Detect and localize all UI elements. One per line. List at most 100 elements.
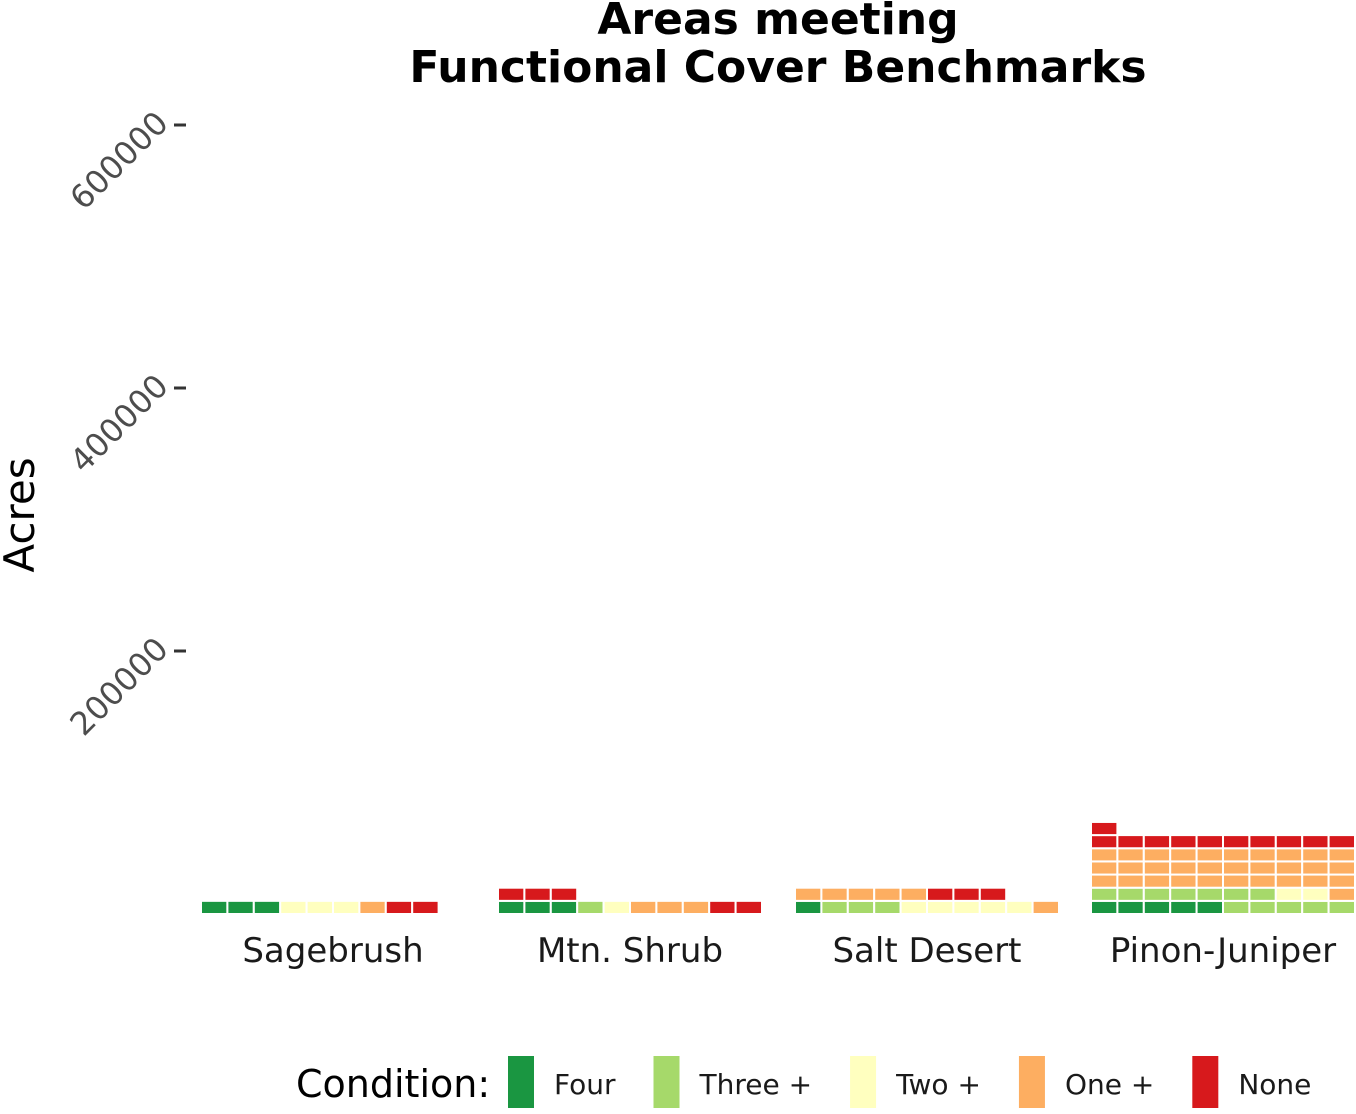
- y-tick-label: 200000: [62, 630, 175, 743]
- waffle-cell-two: [602, 899, 631, 915]
- waffle-cell-one: [1301, 873, 1330, 889]
- waffle-cell-none: [926, 886, 955, 902]
- waffle-cell-one: [899, 886, 928, 902]
- waffle-cell-none: [1090, 820, 1119, 837]
- legend-title: Condition:: [296, 1062, 490, 1106]
- waffle-cell-one: [1248, 873, 1277, 889]
- legend-label-three: Three +: [699, 1068, 813, 1101]
- waffle-cell-one: [1327, 860, 1356, 876]
- legend: Condition: Four Three + Two + One + None: [296, 1056, 1311, 1108]
- waffle-cell-none: [384, 899, 414, 915]
- waffle-cell-three: [1142, 886, 1172, 902]
- waffle-cell-one: [1248, 847, 1277, 863]
- waffle-cell-one: [1301, 860, 1330, 876]
- legend-label-two: Two +: [895, 1068, 981, 1101]
- waffle-cell-three: [576, 899, 605, 915]
- waffle-cell-two: [1274, 886, 1304, 902]
- waffle-cell-three: [1116, 886, 1145, 902]
- y-axis: 200000 400000 600000: [62, 104, 186, 743]
- waffle-cell-one: [820, 886, 849, 902]
- waffle-cell-one: [1031, 899, 1060, 915]
- waffle-cell-two: [332, 899, 361, 915]
- waffle-cell-none: [1274, 834, 1304, 850]
- waffle-cell-three: [1248, 899, 1277, 915]
- waffle-cell-two: [305, 899, 335, 915]
- waffle-cell-four: [1195, 899, 1224, 915]
- waffle-cell-three: [1274, 899, 1304, 915]
- waffle-cell-four: [497, 899, 526, 915]
- waffle-cell-none: [549, 886, 579, 902]
- waffle-cell-none: [952, 886, 981, 902]
- waffle-cell-one: [1116, 873, 1145, 889]
- waffle-cell-none: [978, 886, 1008, 902]
- waffle-cell-four: [252, 899, 282, 915]
- waffle-cell-one: [1327, 847, 1356, 863]
- waffle-cell-one: [1195, 873, 1224, 889]
- waffle-cell-none: [1301, 834, 1330, 850]
- waffle-cell-one: [1274, 860, 1304, 876]
- waffle-cell-one: [794, 886, 823, 902]
- waffle-cell-three: [846, 899, 876, 915]
- waffle-cell-none: [1090, 834, 1119, 850]
- waffle-cell-one: [1274, 873, 1304, 889]
- waffle-cell-none: [1142, 834, 1172, 850]
- waffle-cell-one: [1222, 873, 1251, 889]
- waffle-cell-four: [1169, 899, 1198, 915]
- waffle-cell-three: [1195, 886, 1224, 902]
- waffle-cell-four: [523, 899, 552, 915]
- waffle-cell-two: [978, 899, 1008, 915]
- waffle-cell-one: [681, 899, 711, 915]
- waffle-cells: [200, 820, 1356, 915]
- legend-swatch-three: [653, 1056, 680, 1108]
- waffle-cell-one: [1142, 847, 1172, 863]
- waffle-cell-one: [1248, 860, 1277, 876]
- waffle-cell-one: [1116, 847, 1145, 863]
- y-axis-label: Acres: [0, 457, 44, 572]
- x-tick-label-salt-desert: Salt Desert: [832, 931, 1021, 971]
- waffle-cell-one: [1090, 847, 1119, 863]
- waffle-cell-one: [846, 886, 876, 902]
- waffle-cell-none: [1327, 834, 1356, 850]
- waffle-cell-one: [873, 886, 902, 902]
- waffle-cell-two: [899, 899, 928, 915]
- waffle-cell-one: [655, 899, 684, 915]
- waffle-cell-one: [1195, 860, 1224, 876]
- legend-label-four: Four: [554, 1068, 616, 1101]
- waffle-cell-none: [708, 899, 737, 915]
- waffle-cell-one: [1142, 860, 1172, 876]
- x-tick-label-sagebrush: Sagebrush: [242, 931, 423, 971]
- waffle-cell-one: [1142, 873, 1172, 889]
- waffle-cell-none: [411, 899, 440, 915]
- waffle-cell-three: [1327, 899, 1356, 915]
- waffle-cell-one: [1301, 847, 1330, 863]
- waffle-cell-one: [1090, 873, 1119, 889]
- waffle-cell-one: [1222, 860, 1251, 876]
- waffle-cell-one: [1116, 860, 1145, 876]
- waffle-cell-four: [1090, 899, 1119, 915]
- legend-swatch-none: [1192, 1056, 1219, 1108]
- waffle-cell-three: [820, 899, 849, 915]
- waffle-cell-none: [1195, 834, 1224, 850]
- waffle-cell-three: [1222, 886, 1251, 902]
- waffle-cell-two: [1005, 899, 1034, 915]
- waffle-cell-none: [1116, 834, 1145, 850]
- waffle-cell-three: [1301, 899, 1330, 915]
- waffle-cell-two: [279, 899, 308, 915]
- waffle-cell-four: [1142, 899, 1172, 915]
- legend-swatch-two: [850, 1056, 877, 1108]
- waffle-cell-one: [1169, 873, 1198, 889]
- waffle-cell-none: [1169, 834, 1198, 850]
- x-tick-label-mtn-shrub: Mtn. Shrub: [537, 931, 723, 971]
- y-tick-label: 600000: [62, 104, 175, 217]
- waffle-cell-one: [1195, 847, 1224, 863]
- waffle-cell-four: [226, 899, 255, 915]
- chart-title-line-2: Functional Cover Benchmarks: [409, 42, 1146, 93]
- waffle-cell-three: [1248, 886, 1277, 902]
- waffle-cell-none: [497, 886, 526, 902]
- waffle-cell-four: [794, 899, 823, 915]
- waffle-cell-three: [1222, 899, 1251, 915]
- waffle-cell-three: [1090, 886, 1119, 902]
- waffle-cell-none: [1248, 834, 1277, 850]
- waffle-cell-one: [1327, 873, 1356, 889]
